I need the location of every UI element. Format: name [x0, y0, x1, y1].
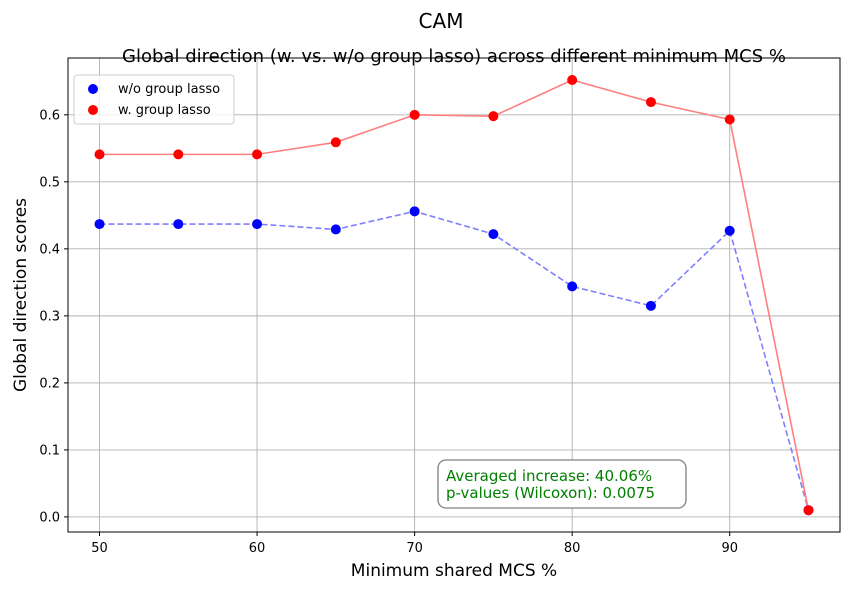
stats-annotation-box: [437, 459, 687, 509]
x-tick-label: 50: [91, 541, 108, 556]
point-w-group-lasso: [409, 109, 420, 120]
point-wo-group-lasso: [567, 281, 578, 292]
y-tick-label: 0.4: [39, 242, 60, 257]
point-w-group-lasso: [252, 149, 263, 160]
chart-title: Global direction (w. vs. w/o group lasso…: [122, 46, 786, 67]
legend-label-w-group-lasso: w. group lasso: [118, 103, 211, 118]
legend-marker-wo-group-lasso: [88, 84, 98, 94]
y-tick-label: 0.2: [39, 376, 60, 391]
legend: w/o group lasso w. group lasso: [73, 74, 235, 125]
point-wo-group-lasso: [330, 224, 341, 235]
stats-averaged-increase: Averaged increase: 40.06%: [446, 467, 652, 485]
legend-label-wo-group-lasso: w/o group lasso: [118, 82, 220, 97]
y-tick-label: 0.1: [39, 443, 60, 458]
y-axis-ticks: 0.0 0.1 0.2 0.3 0.4 0.5 0.6: [39, 108, 68, 525]
point-wo-group-lasso: [173, 219, 184, 230]
series-points: [94, 74, 814, 516]
series-line-w-group-lasso: [99, 79, 810, 511]
x-axis-label: Minimum shared MCS %: [351, 561, 557, 581]
point-wo-group-lasso: [645, 300, 656, 311]
point-w-group-lasso: [724, 114, 735, 125]
legend-marker-w-group-lasso: [88, 105, 98, 115]
x-tick-label: 80: [564, 541, 581, 556]
x-tick-label: 70: [406, 541, 423, 556]
x-tick-label: 90: [721, 541, 738, 556]
plot-area-frame: [67, 57, 841, 533]
x-tick-label: 60: [249, 541, 266, 556]
point-wo-group-lasso: [488, 229, 499, 240]
y-tick-label: 0.3: [39, 309, 60, 324]
point-wo-group-lasso: [252, 219, 263, 230]
y-tick-label: 0.5: [39, 175, 60, 190]
y-axis-label: Global direction scores: [11, 198, 31, 392]
point-w-group-lasso: [645, 97, 656, 108]
stats-annotation: Averaged increase: 40.06% p-values (Wilc…: [437, 459, 687, 509]
series-line-wo-group-lasso: [99, 210, 810, 511]
x-axis-ticks: 50 60 70 80 90: [91, 532, 738, 556]
point-w-group-lasso: [567, 74, 578, 85]
point-w-group-lasso: [94, 149, 105, 160]
point-w-group-lasso: [173, 149, 184, 160]
point-w-group-lasso: [488, 111, 499, 122]
figure-suptitle: CAM: [419, 9, 464, 33]
point-w-group-lasso: [330, 137, 341, 148]
legend-box: [73, 74, 235, 125]
point-w-group-lasso: [803, 505, 814, 516]
y-tick-label: 0.6: [39, 108, 60, 123]
y-tick-label: 0.0: [39, 510, 60, 525]
stats-p-value: p-values (Wilcoxon): 0.0075: [446, 484, 655, 502]
point-wo-group-lasso: [94, 219, 105, 230]
point-wo-group-lasso: [724, 225, 735, 236]
series-lines: [99, 79, 810, 511]
point-wo-group-lasso: [409, 206, 420, 217]
